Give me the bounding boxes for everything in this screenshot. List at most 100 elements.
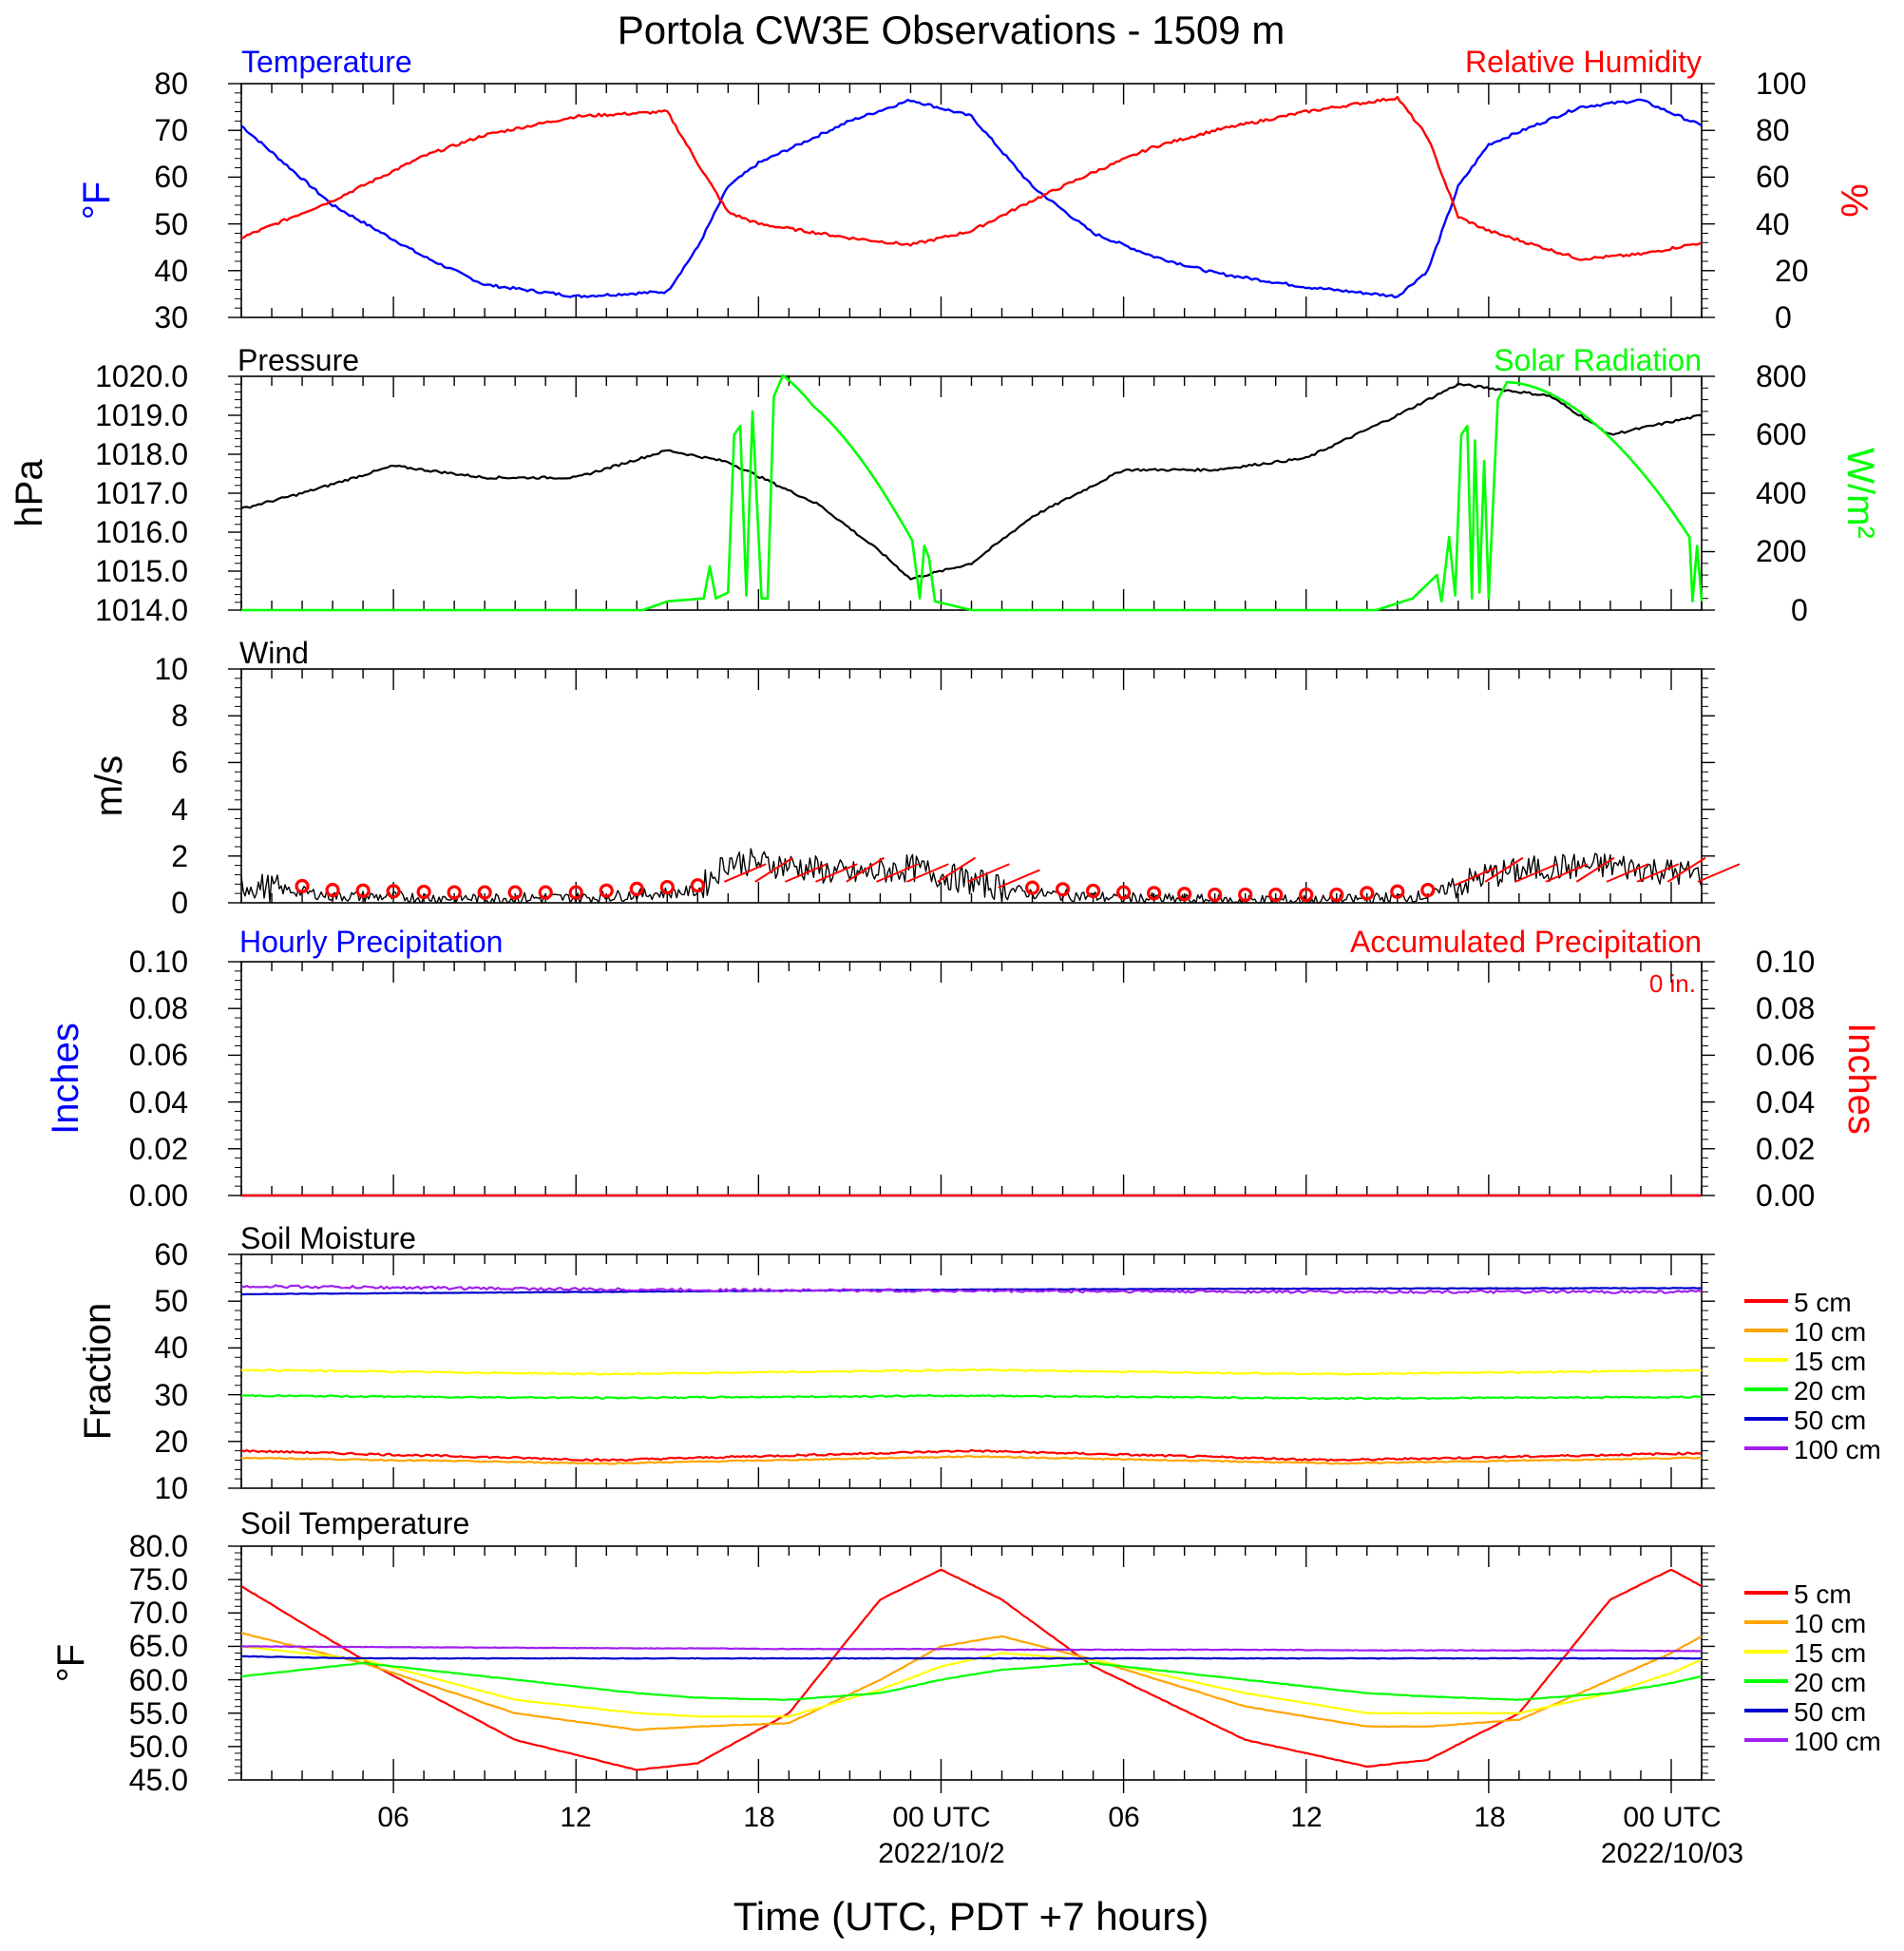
legend-label: 50 cm — [1794, 1697, 1866, 1727]
right-ticks: 0.10 0.08 0.06 0.04 0.02 0.00 — [1756, 945, 1815, 1213]
y-tick-label: 0.02 — [129, 1132, 188, 1166]
accum-precip-title: Accumulated Precipitation — [1350, 925, 1702, 959]
soil-moisture-line-10cm — [240, 1455, 1703, 1465]
left-ticks: 80.0 75.0 70.0 65.0 60.0 55.0 50.0 45.0 — [129, 1529, 188, 1797]
soil-moisture-legend: 5 cm 10 cm 15 cm 20 cm 50 cm 100 cm — [1744, 1288, 1881, 1464]
calm-wind-marker — [629, 881, 644, 896]
humidity-line — [240, 96, 1703, 261]
y-tick-label: 0.06 — [129, 1038, 188, 1072]
panel-tick-marks — [228, 1545, 1715, 1793]
calm-wind-marker — [325, 883, 340, 898]
x-tick-label: 06 — [1108, 1802, 1139, 1833]
solar-title: Solar Radiation — [1494, 343, 1702, 377]
humidity-title: Relative Humidity — [1465, 45, 1702, 79]
y-tick-label: 75.0 — [129, 1562, 188, 1597]
wind-barb — [846, 856, 885, 883]
soil-moisture-title: Soil Moisture — [240, 1221, 416, 1255]
wind-barb — [1514, 863, 1558, 883]
wind-barb — [1454, 867, 1497, 887]
soil-moisture-series — [240, 1284, 1703, 1465]
panel-wind: Wind m/s 10 8 6 4 2 0 — [88, 636, 1741, 920]
temperature-unit: °F — [76, 182, 118, 220]
wind-barb — [906, 863, 949, 883]
calm-wind-marker — [1238, 887, 1253, 903]
panel-tick-marks — [228, 83, 1715, 318]
x-date-label: 2022/10/03 — [1601, 1838, 1743, 1869]
y-tick-label: 80 — [154, 67, 188, 101]
y-tick-label: 20 — [154, 1425, 188, 1459]
y-tick-label: 10 — [154, 652, 188, 686]
legend-label: 20 cm — [1794, 1668, 1866, 1697]
panel-tick-marks — [228, 1253, 1715, 1489]
wind-barb — [784, 863, 828, 883]
y-tick-label: 0.10 — [129, 945, 188, 979]
wind-barb — [1575, 856, 1615, 883]
panel-temperature-humidity: Temperature Relative Humidity °F % 80 70… — [76, 45, 1875, 335]
calm-wind-marker — [1420, 883, 1436, 898]
soil-temperature-unit: °F — [50, 1644, 92, 1682]
y-tick-label: 0.08 — [129, 991, 188, 1025]
soil-temperature-line-100cm — [240, 1645, 1703, 1653]
calm-wind-marker — [1085, 883, 1101, 899]
calm-wind-marker — [1177, 887, 1192, 902]
panel-tick-marks — [228, 375, 1715, 611]
soil-moisture-line-5cm — [240, 1448, 1703, 1463]
y2-tick-label: 80 — [1756, 113, 1790, 147]
panel-frame — [240, 83, 1703, 318]
y-tick-label: 60 — [154, 160, 188, 194]
y2-tick-label: 60 — [1756, 160, 1790, 194]
legend-label: 100 cm — [1794, 1727, 1881, 1756]
calm-wind-marker — [507, 885, 523, 900]
calm-wind-marker — [1116, 885, 1132, 900]
panel-tick-marks — [228, 961, 1715, 1196]
calm-wind-marker — [355, 883, 371, 898]
y2-tick-label: 100 — [1756, 67, 1806, 101]
y2-tick-label: 0.00 — [1756, 1178, 1815, 1213]
soil-temperature-series — [240, 1568, 1703, 1771]
y-tick-label: 70.0 — [129, 1596, 188, 1630]
pressure-unit: hPa — [9, 459, 50, 527]
y-tick-label: 60.0 — [129, 1663, 188, 1697]
wind-barb — [1606, 863, 1649, 883]
y-tick-label: 10 — [154, 1471, 188, 1505]
y2-tick-label: 800 — [1756, 359, 1806, 393]
y-tick-label: 1016.0 — [95, 515, 188, 549]
right-ticks: 100 80 60 40 20 0 — [1756, 67, 1809, 335]
y-tick-label: 0.04 — [129, 1085, 188, 1119]
pressure-title: Pressure — [238, 343, 359, 377]
pressure-line — [240, 382, 1703, 581]
panel-precipitation: Hourly Precipitation Accumulated Precipi… — [45, 925, 1882, 1213]
wind-series — [240, 848, 1741, 904]
x-tick-label: 00 UTC — [892, 1802, 990, 1833]
panel-pressure-solar: Pressure Solar Radiation hPa W/m² 1020.0… — [9, 343, 1881, 627]
y-tick-label: 50 — [154, 1284, 188, 1318]
hourly-precip-title: Hourly Precipitation — [239, 925, 503, 959]
y-tick-label: 1017.0 — [95, 476, 188, 510]
y-tick-label: 80.0 — [129, 1529, 188, 1563]
left-ticks: 60 50 40 30 20 10 — [154, 1237, 188, 1505]
y2-tick-label: 0 — [1775, 300, 1792, 335]
calm-wind-marker — [1147, 886, 1162, 901]
y-tick-label: 6 — [171, 745, 188, 779]
soil-moisture-unit: Fraction — [77, 1303, 119, 1441]
panel-soil-temperature: Soil Temperature °F 80.0 75.0 70.0 65.0 … — [50, 1506, 1881, 1797]
legend-label: 15 cm — [1794, 1347, 1866, 1376]
soil-temperature-line-50cm — [240, 1655, 1703, 1660]
panel-frame — [240, 961, 1703, 1196]
y-tick-label: 30 — [154, 1378, 188, 1412]
x-tick-label: 00 UTC — [1623, 1802, 1721, 1833]
calm-wind-marker — [1024, 880, 1040, 895]
y2-tick-label: 0.04 — [1756, 1085, 1815, 1119]
calm-wind-marker — [1360, 886, 1375, 901]
y-tick-label: 1015.0 — [95, 554, 188, 588]
soil-moisture-line-100cm — [240, 1284, 1703, 1294]
chart-title: Portola CW3E Observations - 1509 m — [618, 8, 1285, 52]
wind-barb — [937, 856, 977, 883]
wind-unit: m/s — [88, 756, 130, 816]
panel-soil-moisture: Soil Moisture Fraction 60 50 40 30 20 10… — [77, 1221, 1881, 1505]
wind-barb — [1484, 856, 1524, 883]
x-date-label: 2022/10/2 — [878, 1838, 1004, 1869]
y-tick-label: 8 — [171, 698, 188, 733]
temperature-line — [240, 98, 1703, 298]
right-ticks: 800 600 400 200 0 — [1756, 359, 1808, 627]
